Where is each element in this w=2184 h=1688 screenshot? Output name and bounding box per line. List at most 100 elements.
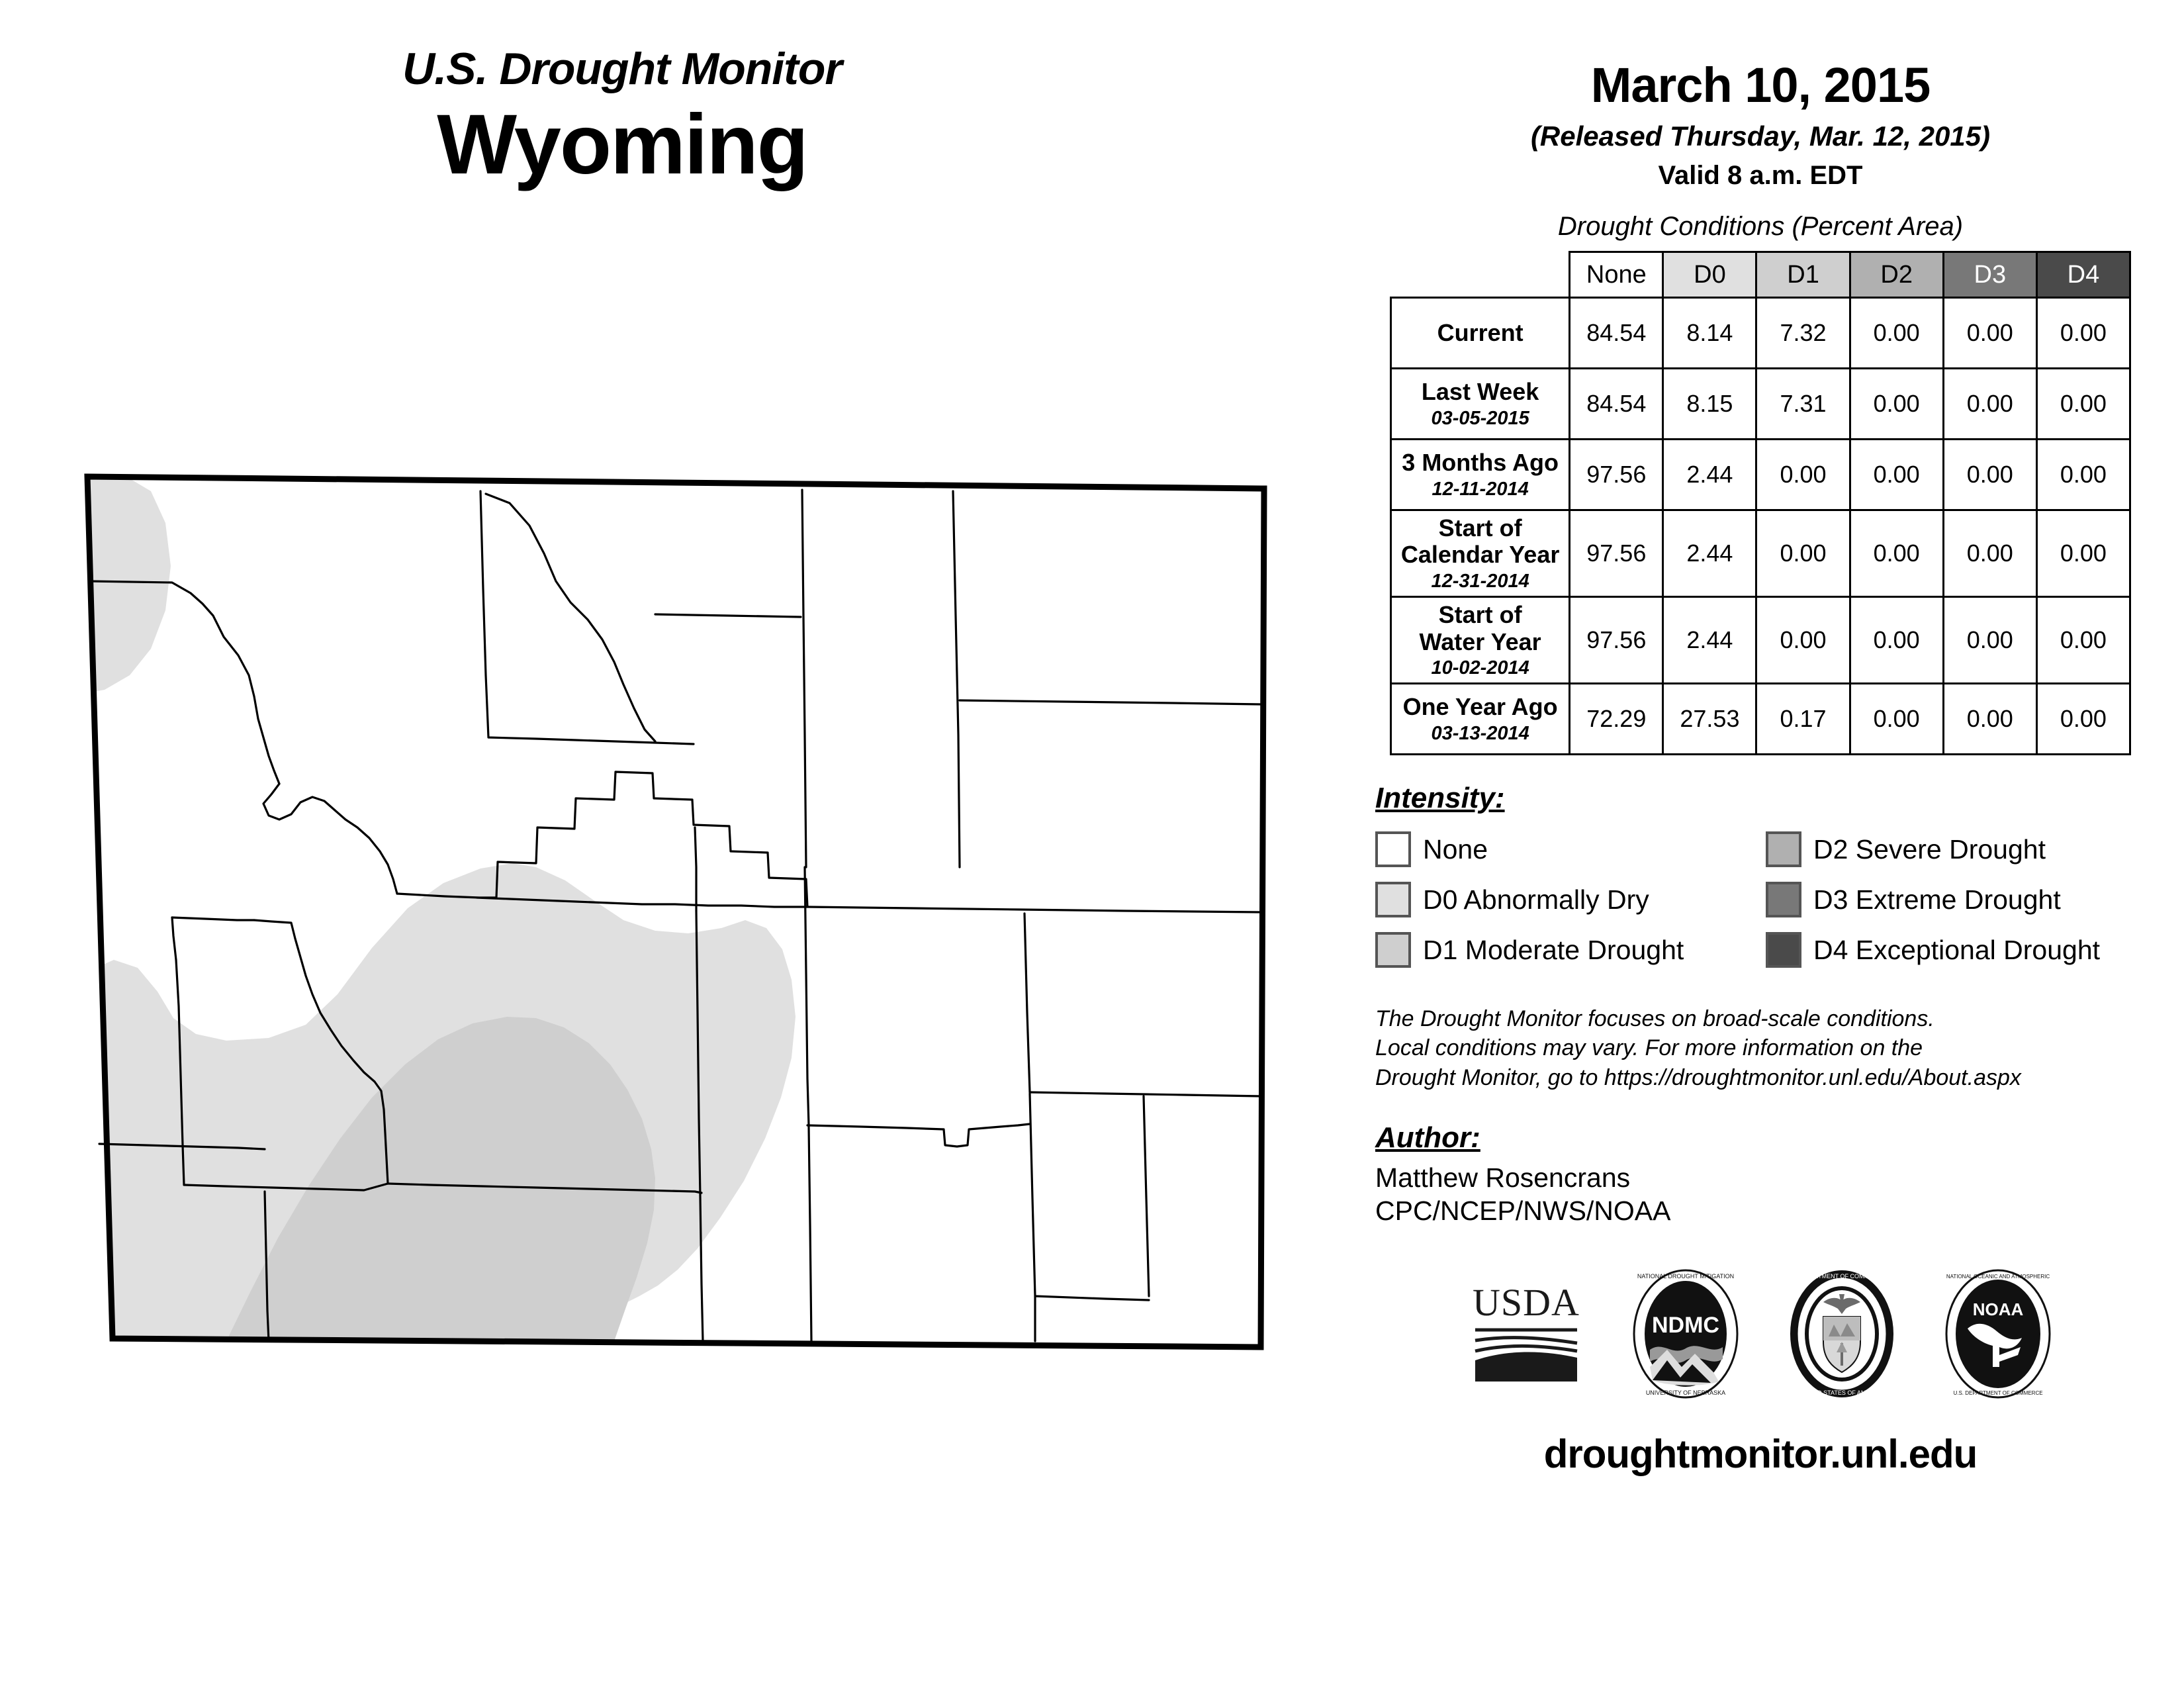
cell-d1: 0.00 — [1755, 596, 1851, 685]
cell-d0: 2.44 — [1662, 438, 1758, 512]
legend-item-none: None — [1375, 824, 1766, 874]
region-d1-south-central — [226, 1017, 655, 1341]
county-boundaries — [89, 489, 1264, 1342]
disclaimer-text: The Drought Monitor focuses on broad-sca… — [1375, 1004, 2163, 1092]
table-corner-cell — [1391, 252, 1570, 298]
legend-label-d2: D2 Severe Drought — [1813, 833, 2046, 865]
cell-none: 97.56 — [1569, 596, 1664, 685]
table-header-row: None D0 D1 D2 D3 D4 — [1391, 251, 2132, 299]
svg-text:UNIVERSITY OF NEBRASKA: UNIVERSITY OF NEBRASKA — [1646, 1389, 1725, 1396]
cell-d3: 0.00 — [1942, 596, 2038, 685]
released-date: (Released Thursday, Mar. 12, 2015) — [1530, 120, 1991, 152]
usda-logo: USDA — [1463, 1274, 1589, 1397]
cell-d1: 7.32 — [1755, 297, 1851, 370]
ndmc-logo: NDMC NATIONAL DROUGHT MITIGATION UNIVERS… — [1626, 1268, 1745, 1403]
cell-d3: 0.00 — [1942, 297, 2038, 370]
cell-d1: 0.00 — [1755, 509, 1851, 598]
cell-d0: 27.53 — [1662, 682, 1758, 756]
legend-item-d4: D4 Exceptional Drought — [1766, 925, 2156, 975]
cell-d0: 2.44 — [1662, 509, 1758, 598]
row-date: 10-02-2014 — [1431, 657, 1529, 679]
svg-text:UNITED STATES OF AMERICA: UNITED STATES OF AMERICA — [1799, 1389, 1884, 1396]
svg-text:NOAA: NOAA — [1973, 1299, 2024, 1319]
cell-none: 84.54 — [1569, 367, 1664, 441]
svg-text:DEPARTMENT OF COMMERCE: DEPARTMENT OF COMMERCE — [1798, 1273, 1886, 1280]
noaa-logo: NOAA NATIONAL OCEANIC AND ATMOSPHERIC U.… — [1938, 1268, 2058, 1403]
cell-d3: 0.00 — [1942, 682, 2038, 756]
legend-item-d2: D2 Severe Drought — [1766, 824, 2156, 874]
row-label: One Year Ago 03-13-2014 — [1389, 682, 1571, 756]
col-header-d4: D4 — [2035, 251, 2132, 299]
cell-d1: 7.31 — [1755, 367, 1851, 441]
cell-d4: 0.00 — [2035, 682, 2132, 756]
table-row: Start of Water Year 10-02-2014 97.56 2.44 0.0… — [1389, 596, 2132, 685]
info-panel: March 10, 2015 (Released Thursday, Mar. … — [1337, 0, 2184, 1688]
row-label: Current — [1389, 297, 1571, 370]
legend-swatch-d4 — [1766, 932, 1801, 968]
legend-label-d1: D1 Moderate Drought — [1423, 934, 1684, 965]
drought-conditions-table: None D0 D1 D2 D3 D4 Current 84.54 8.14 7.32… — [1389, 251, 2132, 756]
row-label: Start of Calendar Year 12-31-2014 — [1389, 509, 1571, 598]
map-panel: U.S. Drought Monitor Wyoming — [73, 44, 1277, 1397]
cell-d3: 0.00 — [1942, 509, 2038, 598]
svg-text:USDA: USDA — [1473, 1281, 1580, 1324]
row-date: 03-05-2015 — [1431, 407, 1529, 429]
disclaimer-line-2: Local conditions may vary. For more info… — [1375, 1035, 1923, 1061]
svg-text:U.S. DEPARTMENT OF COMMERCE: U.S. DEPARTMENT OF COMMERCE — [1953, 1390, 2042, 1396]
row-label: Last Week 03-05-2015 — [1389, 367, 1571, 441]
col-header-d2: D2 — [1848, 251, 1944, 299]
site-url[interactable]: droughtmonitor.unl.edu — [1543, 1431, 1978, 1476]
region-d0-northwest — [89, 478, 171, 692]
legend-swatch-d1 — [1375, 932, 1411, 968]
cell-d2: 0.00 — [1848, 509, 1944, 598]
row-label: 3 Months Ago 12-11-2014 — [1389, 438, 1571, 512]
row-date: 12-11-2014 — [1432, 478, 1529, 500]
table-row: One Year Ago 03-13-2014 72.29 27.53 0.17 0.00… — [1389, 682, 2132, 756]
cell-d3: 0.00 — [1942, 438, 2038, 512]
date-block: March 10, 2015 (Released Thursday, Mar. … — [1337, 0, 2184, 191]
col-header-d1: D1 — [1755, 251, 1851, 299]
cell-d2: 0.00 — [1848, 438, 1944, 512]
cell-d0: 8.14 — [1662, 297, 1758, 370]
row-date: 03-13-2014 — [1431, 722, 1529, 744]
legend-swatch-none — [1375, 831, 1411, 868]
disclaimer-line-1: The Drought Monitor focuses on broad-sca… — [1375, 1006, 1934, 1032]
legend-label-d4: D4 Exceptional Drought — [1813, 934, 2101, 965]
author-affiliation: CPC/NCEP/NWS/NOAA — [1375, 1195, 1671, 1226]
legend-item-d0: D0 Abnormally Dry — [1375, 874, 1766, 925]
col-header-d3: D3 — [1942, 251, 2038, 299]
issue-date: March 10, 2015 — [1590, 58, 1931, 113]
table-row: Current 84.54 8.14 7.32 0.00 0.00 0.00 — [1389, 297, 2132, 370]
legend-grid: None D2 Severe Drought D0 Abnormally Dry D3… — [1375, 824, 2156, 975]
table-row: Start of Calendar Year 12-31-2014 97.56 2.44… — [1389, 509, 2132, 598]
cell-d1: 0.00 — [1755, 438, 1851, 512]
legend-label-d3: D3 Extreme Drought — [1813, 884, 2061, 915]
doc-seal: DEPARTMENT OF COMMERCE UNITED STATES OF … — [1782, 1268, 1901, 1403]
valid-time: Valid 8 a.m. EDT — [1658, 161, 1863, 191]
cell-d2: 0.00 — [1848, 367, 1944, 441]
state-title: Wyoming — [437, 97, 809, 192]
cell-d0: 8.15 — [1662, 367, 1758, 441]
author-name: Matthew Rosencrans — [1375, 1162, 1631, 1193]
table-row: Last Week 03-05-2015 84.54 8.15 7.31 0.00 0.00… — [1389, 367, 2132, 441]
col-header-none: None — [1569, 251, 1664, 299]
intensity-legend: Intensity: None D2 Severe Drought D0 Abnor… — [1375, 782, 2184, 975]
legend-item-d3: D3 Extreme Drought — [1766, 874, 2156, 925]
row-label: Start of Water Year 10-02-2014 — [1389, 596, 1571, 685]
legend-swatch-d2 — [1766, 831, 1801, 868]
cell-d2: 0.00 — [1848, 682, 1944, 756]
col-header-d0: D0 — [1662, 251, 1758, 299]
cell-d0: 2.44 — [1662, 596, 1758, 685]
cell-d4: 0.00 — [2035, 438, 2132, 512]
wyoming-drought-map[interactable] — [73, 457, 1277, 1397]
agency-logos: USDA NDMC NATIONAL DROUGHT MITIGATION UN… — [1337, 1263, 2184, 1409]
legend-swatch-d0 — [1375, 882, 1411, 918]
cell-d4: 0.00 — [2035, 509, 2132, 598]
cell-none: 97.56 — [1569, 438, 1664, 512]
state-outline — [84, 473, 1267, 1350]
legend-label-none: None — [1423, 833, 1488, 865]
table-caption: Drought Conditions (Percent Area) — [1557, 212, 1964, 242]
cell-none: 84.54 — [1569, 297, 1664, 370]
author-title: Author: — [1375, 1121, 1480, 1154]
program-title: U.S. Drought Monitor — [402, 44, 842, 94]
